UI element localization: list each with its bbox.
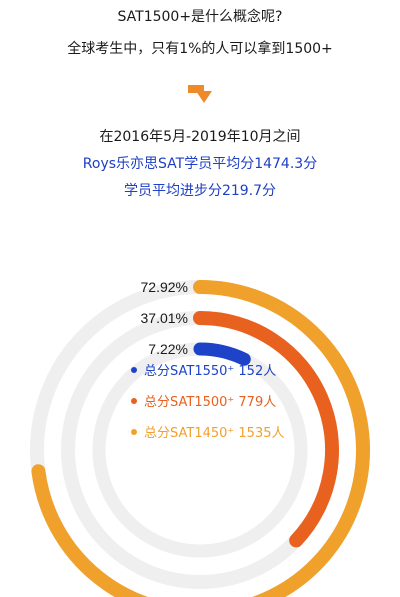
legend-label: 总分SAT1450⁺ 1535人 bbox=[144, 426, 284, 441]
average-score-text: Roys乐亦思SAT学员平均分1474.3分 bbox=[82, 156, 318, 172]
page-subtitle: 全球考生中，只有1%的人可以拿到1500+ bbox=[67, 41, 333, 57]
ring-arc bbox=[31, 280, 370, 597]
legend-label: 总分SAT1550⁺ 152人 bbox=[144, 364, 276, 379]
average-improvement-text: 学员平均进步分219.7分 bbox=[123, 183, 277, 199]
page-title: SAT1500+是什么概念呢? bbox=[117, 9, 283, 25]
percent-label: 7.22% bbox=[148, 341, 188, 357]
percent-label: 37.01% bbox=[141, 310, 188, 326]
legend-dot bbox=[131, 398, 137, 404]
legend-dot bbox=[131, 367, 137, 373]
legend-label: 总分SAT1500⁺ 779人 bbox=[144, 395, 276, 410]
legend-dot bbox=[131, 429, 137, 435]
percent-label: 72.92% bbox=[141, 279, 188, 295]
radial-bar-chart: 72.92% 37.01% 7.22% 总分SAT1550⁺ 152人总分SAT150… bbox=[30, 279, 370, 597]
ring-arc bbox=[193, 311, 339, 548]
ring-arc bbox=[193, 342, 251, 366]
date-range-text: 在2016年5月-2019年10月之间 bbox=[99, 129, 301, 145]
ring-track bbox=[92, 342, 308, 558]
turn-arrow-icon bbox=[188, 85, 212, 103]
